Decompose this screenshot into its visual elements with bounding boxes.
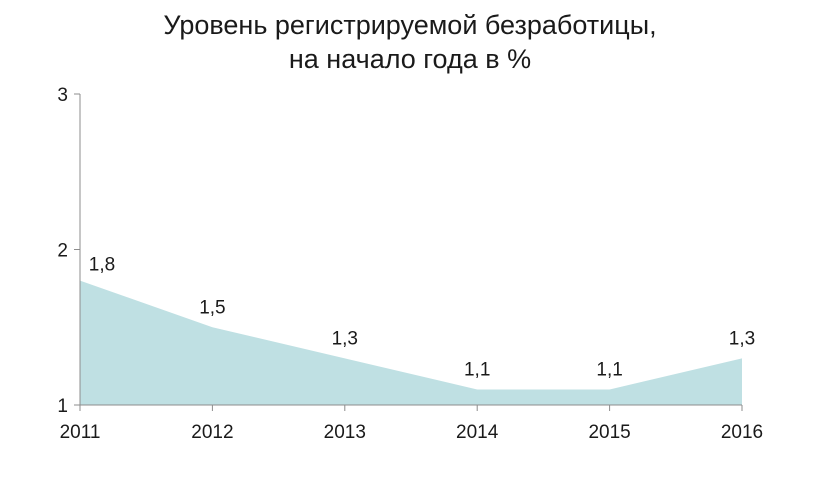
x-tick-label-2011: 2011 <box>60 422 101 443</box>
x-tick-label-2014: 2014 <box>456 422 499 443</box>
chart-title: Уровень регистрируемой безработицы, на н… <box>0 8 820 76</box>
data-label-2011: 1,8 <box>89 255 115 276</box>
area-series <box>80 280 742 405</box>
x-tick-label-2012: 2012 <box>191 422 233 443</box>
data-label-2016: 1,3 <box>729 328 755 349</box>
data-label-2014: 1,1 <box>464 359 490 380</box>
data-label-2015: 1,1 <box>596 359 622 380</box>
data-label-2012: 1,5 <box>199 297 225 318</box>
y-tick-label-1: 1 <box>57 396 68 417</box>
y-tick-label-2: 2 <box>57 241 68 262</box>
x-tick-label-2013: 2013 <box>324 422 366 443</box>
chart-title-line-1: Уровень регистрируемой безработицы, <box>163 10 657 40</box>
chart-title-line-2: на начало года в % <box>288 44 532 74</box>
area-layer <box>79 280 743 405</box>
axes-layer: 1 2 3 2011 2012 2013 2014 2015 2016 <box>57 85 763 443</box>
data-label-2013: 1,3 <box>332 328 358 349</box>
x-tick-label-2016: 2016 <box>721 422 763 443</box>
y-tick-label-3: 3 <box>57 85 68 106</box>
x-tick-label-2015: 2015 <box>588 422 630 443</box>
labels-layer: 1,8 1,5 1,3 1,1 1,1 1,3 <box>89 255 755 381</box>
